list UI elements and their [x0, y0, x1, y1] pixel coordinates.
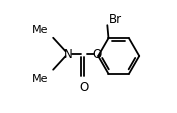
Text: Me: Me: [32, 25, 49, 35]
Text: Br: Br: [109, 13, 122, 26]
Text: N: N: [64, 48, 72, 61]
Text: O: O: [79, 80, 88, 93]
Text: O: O: [92, 48, 102, 61]
Text: Me: Me: [32, 73, 49, 83]
